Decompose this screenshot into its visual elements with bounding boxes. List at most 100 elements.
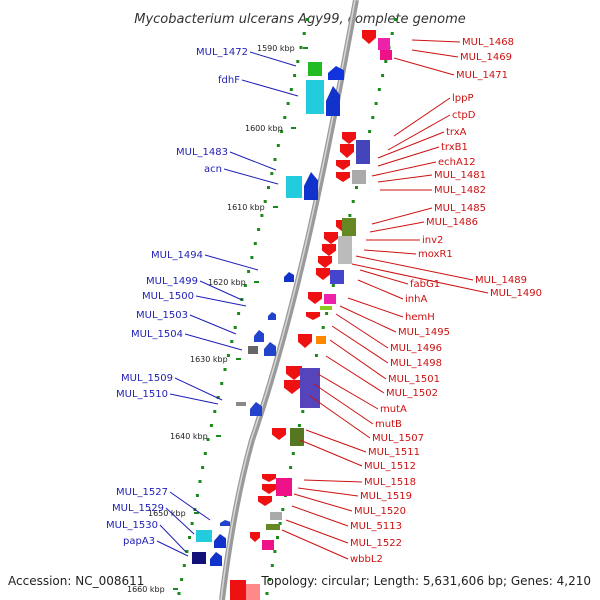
tick-right [314, 354, 318, 357]
left-label-leaders [156, 51, 299, 557]
gene-label-right[interactable]: mutB [375, 419, 402, 430]
gene-label-right[interactable]: MUL_1468 [462, 37, 514, 48]
gene-label-right[interactable]: ctpD [452, 110, 476, 121]
gene-feature-right [338, 236, 352, 264]
gene-label-right[interactable]: MUL_1490 [490, 288, 542, 299]
gene-label-right[interactable]: inv2 [422, 235, 443, 246]
gene-label-right[interactable]: MUL_1469 [460, 52, 512, 63]
right-leader-line [291, 505, 349, 527]
gene-label-left[interactable]: fdhF [218, 75, 240, 86]
gene-label-right[interactable]: wbbL2 [350, 554, 383, 565]
gene-label-right[interactable]: MUL_1485 [434, 203, 486, 214]
gene-label-right[interactable]: MUL_1520 [354, 506, 406, 517]
tick-left [289, 88, 293, 91]
gene-label-right[interactable]: moxR1 [418, 249, 453, 260]
kbp-label: 1600 kbp [245, 124, 283, 133]
gene-label-right[interactable]: MUL_1518 [364, 477, 416, 488]
gene-label-right[interactable]: MUL_1519 [360, 491, 412, 502]
left-leader-line [174, 377, 223, 401]
gene-label-right[interactable]: MUL_1495 [398, 327, 450, 338]
tick-right [393, 18, 397, 21]
kbp-label: 1630 kbp [190, 355, 228, 364]
right-leader-line [303, 479, 363, 483]
tick-right [321, 326, 325, 329]
kbp-label: 1660 kbp [127, 585, 165, 594]
gene-label-right[interactable]: MUL_1502 [386, 388, 438, 399]
gene-feature-right [324, 294, 336, 304]
right-leader-line [351, 263, 489, 294]
tick-left [276, 144, 280, 147]
tick-right [351, 200, 355, 203]
gene-label-right[interactable]: MUL_1471 [456, 70, 508, 81]
right-gene-labels[interactable]: MUL_1468 MUL_1469 MUL_1471 lppP ctpD trxA trxB… [350, 37, 542, 565]
gene-label-right[interactable]: MUL_1512 [364, 461, 416, 472]
gene-label-right[interactable]: MUL_1496 [390, 343, 442, 354]
tick-right [268, 578, 272, 581]
tick-left [263, 200, 267, 203]
gene-label-right[interactable]: MUL_1501 [388, 374, 440, 385]
gene-feature-right [380, 50, 392, 60]
right-leader-line [313, 383, 374, 425]
gene-label-right[interactable]: echA12 [438, 157, 476, 168]
kbp-labels: 1590 kbp 1600 kbp 1610 kbp 1620 kbp 1630 kbp… [127, 44, 308, 594]
gene-label-left[interactable]: MUL_1504 [131, 329, 183, 340]
gene-label-right[interactable]: MUL_1481 [434, 170, 486, 181]
gene-label-right[interactable]: trxB1 [441, 142, 468, 153]
gene-label-left[interactable]: MUL_1503 [136, 310, 188, 321]
left-leader-line [204, 254, 259, 271]
gene-label-right[interactable]: mutA [380, 404, 407, 415]
gene-label-left[interactable]: MUL_1529 [112, 503, 164, 514]
gene-label-right[interactable]: hemH [405, 312, 435, 323]
tick-left [302, 32, 306, 35]
gene-feature-left [328, 66, 344, 80]
gene-label-right[interactable]: MUL_1486 [426, 217, 478, 228]
gene-label-right[interactable]: trxA [446, 127, 467, 138]
gene-feature-right [298, 334, 312, 348]
tick-right [390, 32, 394, 35]
right-leader-line [309, 395, 371, 439]
right-leader-line [359, 269, 409, 285]
gene-label-left[interactable]: MUL_1499 [146, 276, 198, 287]
tick-left [273, 158, 277, 161]
tick-left [257, 228, 261, 231]
right-leader-line [377, 146, 440, 167]
gene-label-right[interactable]: MUL_1489 [475, 275, 527, 286]
tick-left [203, 452, 207, 455]
gene-label-left[interactable]: papA3 [123, 536, 155, 547]
gene-label-left[interactable]: MUL_1509 [121, 373, 173, 384]
gene-label-left[interactable]: MUL_1494 [151, 250, 203, 261]
gene-feature-left [250, 402, 262, 416]
right-leader-line [355, 255, 474, 281]
tick-left [209, 424, 213, 427]
kbp-tick [173, 588, 178, 590]
gene-feature-left [236, 402, 246, 406]
gene-label-left[interactable]: MUL_1527 [116, 487, 168, 498]
gene-label-right[interactable]: MUL_1522 [350, 538, 402, 549]
left-leader-line [241, 79, 299, 97]
tick-right [278, 522, 282, 525]
gene-label-right[interactable]: MUL_5113 [350, 521, 402, 532]
gene-label-left[interactable]: MUL_1510 [116, 389, 168, 400]
kbp-tick [254, 281, 259, 283]
gene-feature-right [284, 380, 300, 394]
gene-label-right[interactable]: MUL_1507 [372, 433, 424, 444]
gene-label-right[interactable]: MUL_1482 [434, 185, 486, 196]
gene-feature-right [300, 368, 320, 408]
gene-label-left[interactable]: MUL_1500 [142, 291, 194, 302]
gene-label-right[interactable]: fabG1 [410, 279, 440, 290]
gene-feature-left [214, 534, 226, 548]
gene-label-left[interactable]: acn [204, 164, 222, 175]
gene-label-right[interactable]: MUL_1498 [390, 358, 442, 369]
tick-left [296, 60, 300, 63]
gene-feature-right [342, 132, 356, 144]
gene-feature-right [318, 256, 332, 268]
gene-label-left[interactable]: MUL_1530 [106, 520, 158, 531]
gene-label-right[interactable]: lppP [452, 93, 474, 104]
gene-label-right[interactable]: inhA [405, 294, 427, 305]
gene-label-right[interactable]: MUL_1511 [368, 447, 420, 458]
gene-feature-right [330, 270, 344, 284]
tick-left [286, 102, 290, 105]
gene-label-left[interactable]: MUL_1472 [196, 47, 248, 58]
gene-label-left[interactable]: MUL_1483 [176, 147, 228, 158]
